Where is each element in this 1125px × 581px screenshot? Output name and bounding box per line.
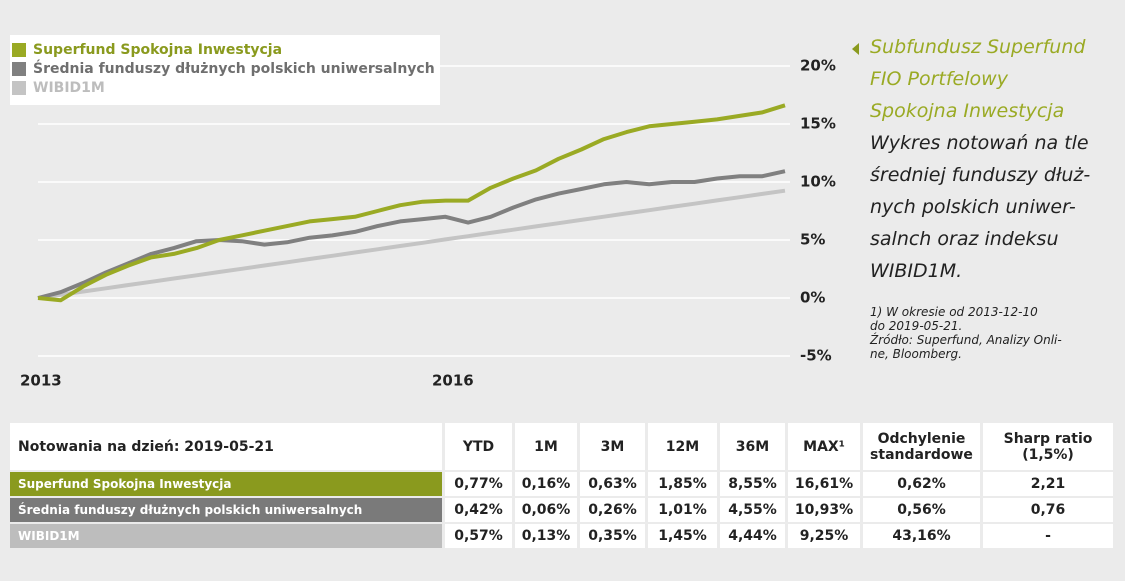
row-label: Średnia funduszy dłużnych polskich uniwe… [10, 498, 442, 522]
footnote: Źródło: Superfund, Analizy Onli- [870, 333, 1062, 347]
table-cell: 4,55% [720, 498, 785, 522]
row-label: Superfund Spokojna Inwestycja [10, 472, 442, 496]
table-cell: 0,76 [983, 498, 1113, 522]
table-cell: 0,42% [445, 498, 512, 522]
legend-label: Superfund Spokojna Inwestycja [33, 42, 282, 58]
fund-name: Subfundusz Superfund [870, 36, 1086, 58]
fund-name: FIO Portfelowy [870, 68, 1008, 90]
header-cell: MAX¹ [788, 423, 860, 470]
legend-label: Średnia funduszy dłużnych polskich uniwe… [33, 59, 435, 77]
description: Wykres notowań na tle [870, 132, 1089, 154]
row-label: WIBID1M [10, 524, 442, 548]
table-cell: - [983, 524, 1113, 548]
series-line [37, 169, 786, 300]
y-tick-label: 5% [800, 231, 825, 249]
table-cell: 0,56% [863, 498, 980, 522]
header-cell: Notowania na dzień: 2019-05-21 [10, 423, 442, 470]
table-cell: 0,57% [445, 524, 512, 548]
x-tick-label: 2013 [20, 372, 62, 390]
table-cell: 1,01% [648, 498, 717, 522]
legend-label: WIBID1M [33, 80, 105, 96]
description: salnch oraz indeksu [870, 228, 1059, 250]
marker [852, 43, 859, 55]
description: WIBID1M. [870, 260, 963, 282]
footnote: 1) W okresie od 2013-12-10 [870, 305, 1038, 319]
header-cell: 36M [720, 423, 785, 470]
table-cell: 0,06% [515, 498, 577, 522]
footnote: do 2019-05-21. [870, 319, 963, 333]
series-line [37, 188, 786, 300]
table-cell: 1,45% [648, 524, 717, 548]
legend-swatch [12, 81, 26, 95]
legend-box [10, 35, 440, 105]
y-tick-label: 20% [800, 57, 836, 75]
header-cell: Odchylenie standardowe [863, 423, 980, 470]
description: średniej funduszy dłuż- [870, 164, 1091, 186]
header-cell: YTD [445, 423, 512, 470]
header-cell: 12M [648, 423, 717, 470]
table-cell: 1,85% [648, 472, 717, 496]
table-cell: 0,35% [580, 524, 645, 548]
table-cell: 0,77% [445, 472, 512, 496]
table-cell: 16,61% [788, 472, 860, 496]
table-cell: 0,62% [863, 472, 980, 496]
y-tick-label: 10% [800, 173, 836, 191]
table-cell: 9,25% [788, 524, 860, 548]
y-tick-label: 15% [800, 115, 836, 133]
table-cell: 43,16% [863, 524, 980, 548]
table-cell: 4,44% [720, 524, 785, 548]
legend-swatch [12, 43, 26, 57]
chart: -5% 0% 5% 10% 15% 20% 2013 2016 Superfund Spokoj… [10, 35, 836, 390]
table-cell: 0,13% [515, 524, 577, 548]
footnote: ne, Bloomberg. [870, 347, 962, 361]
table-cell: 2,21 [983, 472, 1113, 496]
table-cell: 0,16% [515, 472, 577, 496]
description: nych polskich uniwer- [870, 196, 1076, 218]
table-cell: 0,26% [580, 498, 645, 522]
series-line [37, 103, 786, 303]
fund-name: Spokojna Inwestycja [870, 100, 1065, 122]
table-cell: 0,63% [580, 472, 645, 496]
y-tick-label: -5% [800, 347, 832, 365]
table-cell: 8,55% [720, 472, 785, 496]
y-tick-label: 0% [800, 289, 825, 307]
legend-swatch [12, 62, 26, 76]
x-tick-label: 2016 [432, 372, 474, 390]
header-cell: Sharp ratio (1,5%) [983, 423, 1113, 470]
header-cell: 3M [580, 423, 645, 470]
table-cell: 10,93% [788, 498, 860, 522]
header-cell: 1M [515, 423, 577, 470]
